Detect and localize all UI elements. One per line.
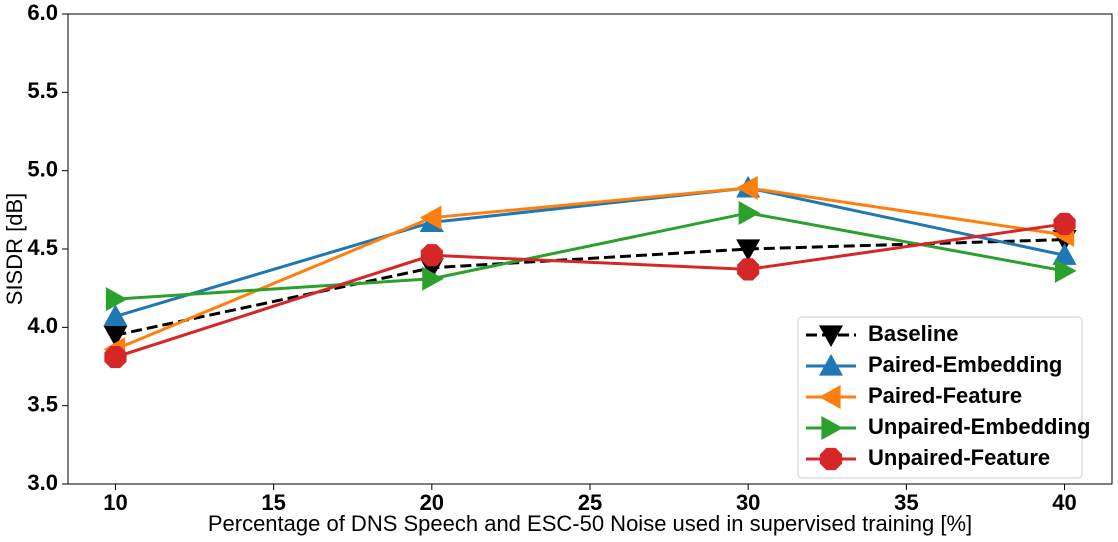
- series-line: [114, 222, 1065, 359]
- marker: [420, 244, 443, 267]
- marker: [1054, 258, 1077, 283]
- legend-box: [797, 316, 1083, 479]
- y-tick-label: 3.5: [27, 391, 58, 416]
- y-axis-label: SISDR [dB]: [2, 193, 27, 305]
- legend-marker: [819, 447, 843, 471]
- x-tick-label: 25: [578, 490, 602, 515]
- marker: [1052, 243, 1077, 265]
- y-tick-label: 4.5: [27, 235, 58, 260]
- y-tick-label: 3.0: [27, 470, 58, 495]
- x-tick-label: 20: [420, 490, 444, 515]
- x-tick-label: 35: [894, 490, 918, 515]
- x-tick-label: 30: [736, 490, 760, 515]
- series-line: [115, 186, 1065, 318]
- marker: [422, 266, 444, 291]
- marker: [737, 258, 760, 281]
- series: [105, 200, 1077, 312]
- y-tick-label: 5.5: [27, 78, 58, 103]
- legend-marker: [819, 385, 841, 409]
- legend-label: Paired-Feature: [868, 383, 1022, 408]
- legend-label: Unpaired-Embedding: [868, 414, 1090, 439]
- series-line: [115, 238, 1065, 337]
- marker: [419, 205, 442, 230]
- marker: [103, 304, 128, 326]
- series: [104, 212, 1076, 369]
- legend: Baseline Paired-Embedding Paired-Feature Un…: [797, 316, 1090, 479]
- marker: [738, 200, 761, 225]
- legend-marker: [819, 354, 843, 376]
- y-tick-label: 6.0: [27, 0, 58, 25]
- x-axis-label: Percentage of DNS Speech and ESC-50 Nois…: [208, 511, 972, 536]
- x-tick-label: 10: [103, 490, 127, 515]
- legend-label: Baseline: [868, 321, 959, 346]
- marker: [105, 287, 128, 312]
- y-tick-label: 5.0: [27, 156, 58, 181]
- legend-label: Unpaired-Feature: [868, 445, 1050, 470]
- series-line: [115, 211, 1065, 301]
- x-tick-label: 15: [261, 490, 285, 515]
- marker: [103, 325, 128, 348]
- series-line: [114, 186, 1065, 351]
- marker: [104, 346, 127, 369]
- marker: [736, 239, 761, 261]
- y-tick-label: 4.0: [27, 313, 58, 338]
- legend-marker: [819, 325, 843, 347]
- marker: [736, 175, 758, 200]
- legend-marker: [821, 416, 843, 440]
- x-tick-label: 40: [1052, 490, 1076, 515]
- legend-label: Paired-Embedding: [868, 352, 1062, 377]
- marker: [1053, 212, 1076, 236]
- series: [103, 175, 1077, 326]
